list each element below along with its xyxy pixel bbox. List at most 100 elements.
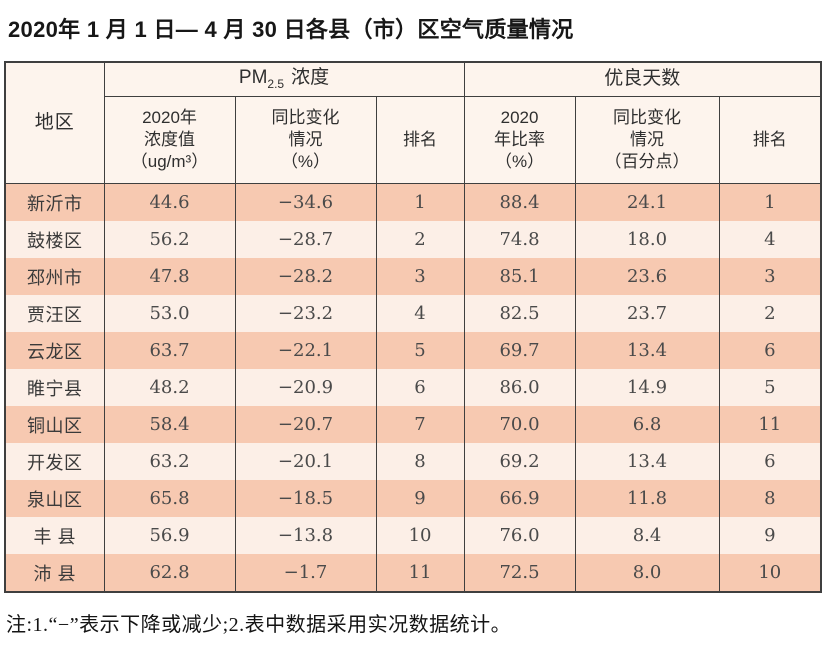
rate-cell: 74.8 bbox=[463, 221, 576, 258]
rate-change-cell: 23.7 bbox=[574, 295, 720, 332]
region-cell: 云龙区 bbox=[4, 332, 105, 369]
rate-rank-cell: 3 bbox=[718, 258, 822, 295]
rate-rank-cell: 9 bbox=[718, 517, 822, 554]
pm-change-cell: −13.8 bbox=[234, 517, 377, 554]
rate-cell: 86.0 bbox=[463, 369, 576, 406]
table-row: 云龙区 63.7 −22.1 5 69.7 13.4 6 bbox=[4, 332, 822, 369]
page-title: 2020年 1 月 1 日— 4 月 30 日各县（市）区空气质量情况 bbox=[8, 17, 574, 42]
rate-change-cell: 11.8 bbox=[574, 480, 720, 517]
rate-rank-cell: 10 bbox=[718, 554, 822, 592]
pm-change-cell: −28.2 bbox=[234, 258, 377, 295]
region-cell: 泉山区 bbox=[4, 480, 105, 517]
region-cell: 丰 县 bbox=[4, 517, 105, 554]
pm-rank-cell: 10 bbox=[375, 517, 465, 554]
rate-cell: 66.9 bbox=[463, 480, 576, 517]
pm-rank-cell: 8 bbox=[375, 443, 465, 480]
pm-change-cell: −1.7 bbox=[234, 554, 377, 592]
table-row: 泉山区 65.8 −18.5 9 66.9 11.8 8 bbox=[4, 480, 822, 517]
column-header-pm-rank: 排名 bbox=[375, 96, 465, 184]
rate-rank-cell: 4 bbox=[718, 221, 822, 258]
table-row: 铜山区 58.4 −20.7 7 70.0 6.8 11 bbox=[4, 406, 822, 443]
pm-rank-cell: 11 bbox=[375, 554, 465, 592]
pm-rank-cell: 6 bbox=[375, 369, 465, 406]
pm-change-cell: −20.1 bbox=[234, 443, 377, 480]
rate-change-cell: 18.0 bbox=[574, 221, 720, 258]
pm-value-cell: 65.8 bbox=[103, 480, 236, 517]
region-cell: 邳州市 bbox=[4, 258, 105, 295]
pm-rank-cell: 3 bbox=[375, 258, 465, 295]
pm-value-cell: 62.8 bbox=[103, 554, 236, 592]
region-cell: 铜山区 bbox=[4, 406, 105, 443]
table-row: 新沂市 44.6 −34.6 1 88.4 24.1 1 bbox=[4, 183, 822, 221]
pm-value-cell: 63.2 bbox=[103, 443, 236, 480]
column-group-pm25: PM2.5 浓度 bbox=[103, 61, 465, 97]
pm-rank-cell: 1 bbox=[375, 183, 465, 221]
rate-change-cell: 13.4 bbox=[574, 332, 720, 369]
region-cell: 开发区 bbox=[4, 443, 105, 480]
rate-cell: 85.1 bbox=[463, 258, 576, 295]
column-header-pm-value: 2020年 浓度值 （ug/m³） bbox=[103, 96, 236, 184]
rate-cell: 76.0 bbox=[463, 517, 576, 554]
table-row: 丰 县 56.9 −13.8 10 76.0 8.4 9 bbox=[4, 517, 822, 554]
pm-value-cell: 58.4 bbox=[103, 406, 236, 443]
header-group-row: 地区 PM2.5 浓度 优良天数 bbox=[4, 61, 822, 184]
pm25-label-subscript: 2.5 bbox=[267, 77, 285, 92]
table-footnote: 注:1.“−”表示下降或减少;2.表中数据采用实况数据统计。 bbox=[6, 614, 512, 636]
rate-cell: 69.7 bbox=[463, 332, 576, 369]
rate-cell: 88.4 bbox=[463, 183, 576, 221]
rate-rank-cell: 11 bbox=[718, 406, 822, 443]
pm-change-cell: −34.6 bbox=[234, 183, 377, 221]
pm-value-cell: 47.8 bbox=[103, 258, 236, 295]
rate-rank-cell: 5 bbox=[718, 369, 822, 406]
rate-cell: 72.5 bbox=[463, 554, 576, 592]
rate-cell: 69.2 bbox=[463, 443, 576, 480]
table-row: 贾汪区 53.0 −23.2 4 82.5 23.7 2 bbox=[4, 295, 822, 332]
column-header-rate-change: 同比变化 情况 （百分点） bbox=[574, 96, 720, 184]
table-row: 邳州市 47.8 −28.2 3 85.1 23.6 3 bbox=[4, 258, 822, 295]
pm-change-cell: −22.1 bbox=[234, 332, 377, 369]
pm-rank-cell: 2 bbox=[375, 221, 465, 258]
pm-change-cell: −23.2 bbox=[234, 295, 377, 332]
region-cell: 鼓楼区 bbox=[4, 221, 105, 258]
column-header-pm-change: 同比变化 情况 （%） bbox=[234, 96, 377, 184]
pm-value-cell: 56.9 bbox=[103, 517, 236, 554]
pm-value-cell: 56.2 bbox=[103, 221, 236, 258]
pm-change-cell: −20.7 bbox=[234, 406, 377, 443]
table-row: 开发区 63.2 −20.1 8 69.2 13.4 6 bbox=[4, 443, 822, 480]
rate-cell: 82.5 bbox=[463, 295, 576, 332]
pm-rank-cell: 4 bbox=[375, 295, 465, 332]
rate-change-cell: 8.0 bbox=[574, 554, 720, 592]
pm-value-cell: 63.7 bbox=[103, 332, 236, 369]
pm-rank-cell: 9 bbox=[375, 480, 465, 517]
table-row: 鼓楼区 56.2 −28.7 2 74.8 18.0 4 bbox=[4, 221, 822, 258]
rate-rank-cell: 6 bbox=[718, 443, 822, 480]
pm-rank-cell: 5 bbox=[375, 332, 465, 369]
air-quality-table: 地区 PM2.5 浓度 优良天数 2020年 浓度值 （ug/m³） 同比变化 情… bbox=[4, 61, 823, 593]
rate-rank-cell: 8 bbox=[718, 480, 822, 517]
header-sub-row: 2020年 浓度值 （ug/m³） 同比变化 情况 （%） 排名 2020 年比… bbox=[5, 96, 822, 184]
column-group-good-days: 优良天数 bbox=[463, 61, 822, 97]
pm-change-cell: −20.9 bbox=[234, 369, 377, 406]
column-header-rate-rank: 排名 bbox=[718, 96, 822, 184]
rate-cell: 70.0 bbox=[463, 406, 576, 443]
table-row: 沛 县 62.8 −1.7 11 72.5 8.0 10 bbox=[4, 554, 822, 592]
rate-change-cell: 14.9 bbox=[574, 369, 720, 406]
region-cell: 贾汪区 bbox=[4, 295, 105, 332]
pm-change-cell: −28.7 bbox=[234, 221, 377, 258]
column-header-rate: 2020 年比率 （%） bbox=[463, 96, 576, 184]
pm-value-cell: 44.6 bbox=[103, 183, 236, 221]
table-header: 地区 PM2.5 浓度 优良天数 2020年 浓度值 （ug/m³） 同比变化 情… bbox=[4, 61, 822, 184]
rate-change-cell: 6.8 bbox=[574, 406, 720, 443]
rate-change-cell: 24.1 bbox=[574, 183, 720, 221]
rate-rank-cell: 1 bbox=[718, 183, 822, 221]
region-cell: 新沂市 bbox=[4, 183, 105, 221]
pm25-label-main: PM bbox=[238, 67, 268, 89]
pm-rank-cell: 7 bbox=[375, 406, 465, 443]
rate-change-cell: 8.4 bbox=[574, 517, 720, 554]
rate-rank-cell: 2 bbox=[718, 295, 822, 332]
table-body: 新沂市 44.6 −34.6 1 88.4 24.1 1 鼓楼区 56.2 −2… bbox=[4, 183, 822, 592]
table-row: 睢宁县 48.2 −20.9 6 86.0 14.9 5 bbox=[4, 369, 822, 406]
rate-rank-cell: 6 bbox=[718, 332, 822, 369]
region-cell: 睢宁县 bbox=[4, 369, 105, 406]
